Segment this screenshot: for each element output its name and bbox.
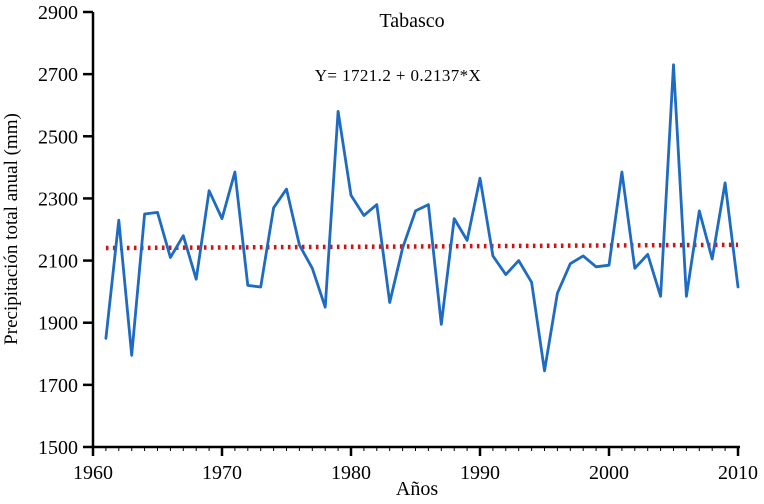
y-tick-label: 2900	[38, 2, 78, 24]
x-tick-label: 1990	[460, 462, 500, 484]
chart-title: Tabasco	[379, 10, 444, 32]
x-tick-label: 1980	[331, 462, 371, 484]
y-axis-title: Precipitación total anual (mm)	[1, 113, 22, 345]
y-tick-label: 1900	[38, 313, 78, 335]
y-tick-label: 2300	[38, 188, 78, 210]
x-tick-label: 1960	[73, 462, 113, 484]
y-tick-label: 2700	[38, 64, 78, 86]
x-tick-label: 2010	[718, 462, 758, 484]
x-axis-title: Años	[396, 478, 438, 499]
y-tick-label: 1700	[38, 375, 78, 397]
y-tick-label: 1500	[38, 437, 78, 459]
precipitation-line-series	[104, 63, 740, 373]
axes-group: 1500 1700 1900 2100 2300 2500 2700 2900 1960 1970…	[38, 2, 758, 484]
y-tick-label: 2500	[38, 126, 78, 148]
x-tick-label: 2000	[589, 462, 629, 484]
y-tick-label: 2100	[38, 251, 78, 273]
series-group	[104, 63, 740, 373]
trend-equation-label: Y= 1721.2 + 0.2137*X	[315, 66, 481, 85]
x-tick-label: 1970	[202, 462, 242, 484]
